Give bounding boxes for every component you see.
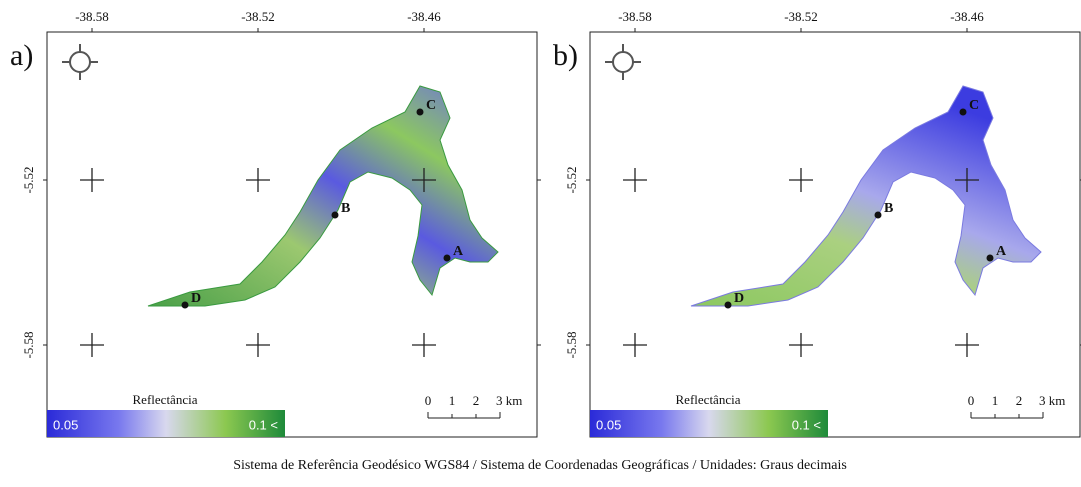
x-tick-label: -38.58 [75, 9, 109, 24]
grid-cross [623, 168, 647, 192]
point-label: A [453, 244, 464, 259]
x-tick-label: -38.52 [784, 9, 818, 24]
legend-title: Reflectância [676, 392, 741, 407]
x-tick-label: -38.52 [241, 9, 275, 24]
compass-arms [62, 44, 98, 80]
x-tick-label: -38.46 [950, 9, 984, 24]
grid-cross [789, 333, 813, 357]
compass [69, 51, 91, 73]
grid-cross [412, 333, 436, 357]
point-label: A [996, 244, 1007, 259]
legend-min: 0.05 [53, 417, 78, 432]
scale-label: 3 km [496, 393, 522, 408]
scale-label: 2 [473, 393, 480, 408]
legend-max: 0.1 < [792, 417, 821, 432]
compass-arms [605, 44, 641, 80]
y-tick-label: -5.58 [21, 331, 36, 358]
legend-min: 0.05 [596, 417, 621, 432]
y-tick-label: -5.52 [564, 166, 579, 193]
legend-title: Reflectância [133, 392, 198, 407]
footer: Sistema de Referência Geodésico WGS84 / … [233, 458, 847, 473]
scale-label: 0 [425, 393, 432, 408]
point-label: C [969, 98, 979, 113]
point-label: C [426, 98, 436, 113]
grid-cross [80, 333, 104, 357]
y-tick-label: -5.52 [21, 166, 36, 193]
point-label: D [191, 291, 201, 306]
sample-point [874, 211, 882, 219]
point-label: B [341, 201, 350, 216]
map-panel: a) -38.58 -38.52 -38.46 -5.52 -5.58 A B C D Reflec… [10, 9, 541, 438]
grid-cross [955, 168, 979, 192]
sample-point [443, 254, 451, 262]
grid-cross [623, 333, 647, 357]
sample-point [986, 254, 994, 262]
map-frame [589, 31, 1081, 438]
grid-cross [955, 333, 979, 357]
grid-cross [789, 168, 813, 192]
compass [612, 51, 634, 73]
grid-cross [412, 168, 436, 192]
x-tick-label: -38.58 [618, 9, 652, 24]
panel-label: a) [10, 39, 33, 72]
grid-cross [246, 333, 270, 357]
legend-bar [590, 410, 828, 437]
map-frame [46, 31, 538, 438]
scale-label: 0 [968, 393, 975, 408]
grid-cross [246, 168, 270, 192]
legend-bar [47, 410, 285, 437]
scale-bar [970, 412, 1044, 419]
scale-label: 3 km [1039, 393, 1065, 408]
legend-max: 0.1 < [249, 417, 278, 432]
y-tick-label: -5.58 [564, 331, 579, 358]
lake [690, 85, 1042, 307]
scale-label: 2 [1016, 393, 1023, 408]
map-panel: b) -38.58 -38.52 -38.46 -5.52 -5.58 A B C D Reflec… [553, 9, 1081, 438]
sample-point [959, 108, 967, 116]
sample-point [416, 108, 424, 116]
panel-label: b) [553, 39, 578, 72]
scale-bar [427, 412, 501, 419]
lake [147, 85, 499, 307]
x-tick-label: -38.46 [407, 9, 441, 24]
grid-cross [80, 168, 104, 192]
scale-label: 1 [992, 393, 999, 408]
sample-point [331, 211, 339, 219]
point-label: D [734, 291, 744, 306]
sample-point [724, 301, 732, 309]
sample-point [181, 301, 189, 309]
point-label: B [884, 201, 893, 216]
scale-label: 1 [449, 393, 456, 408]
